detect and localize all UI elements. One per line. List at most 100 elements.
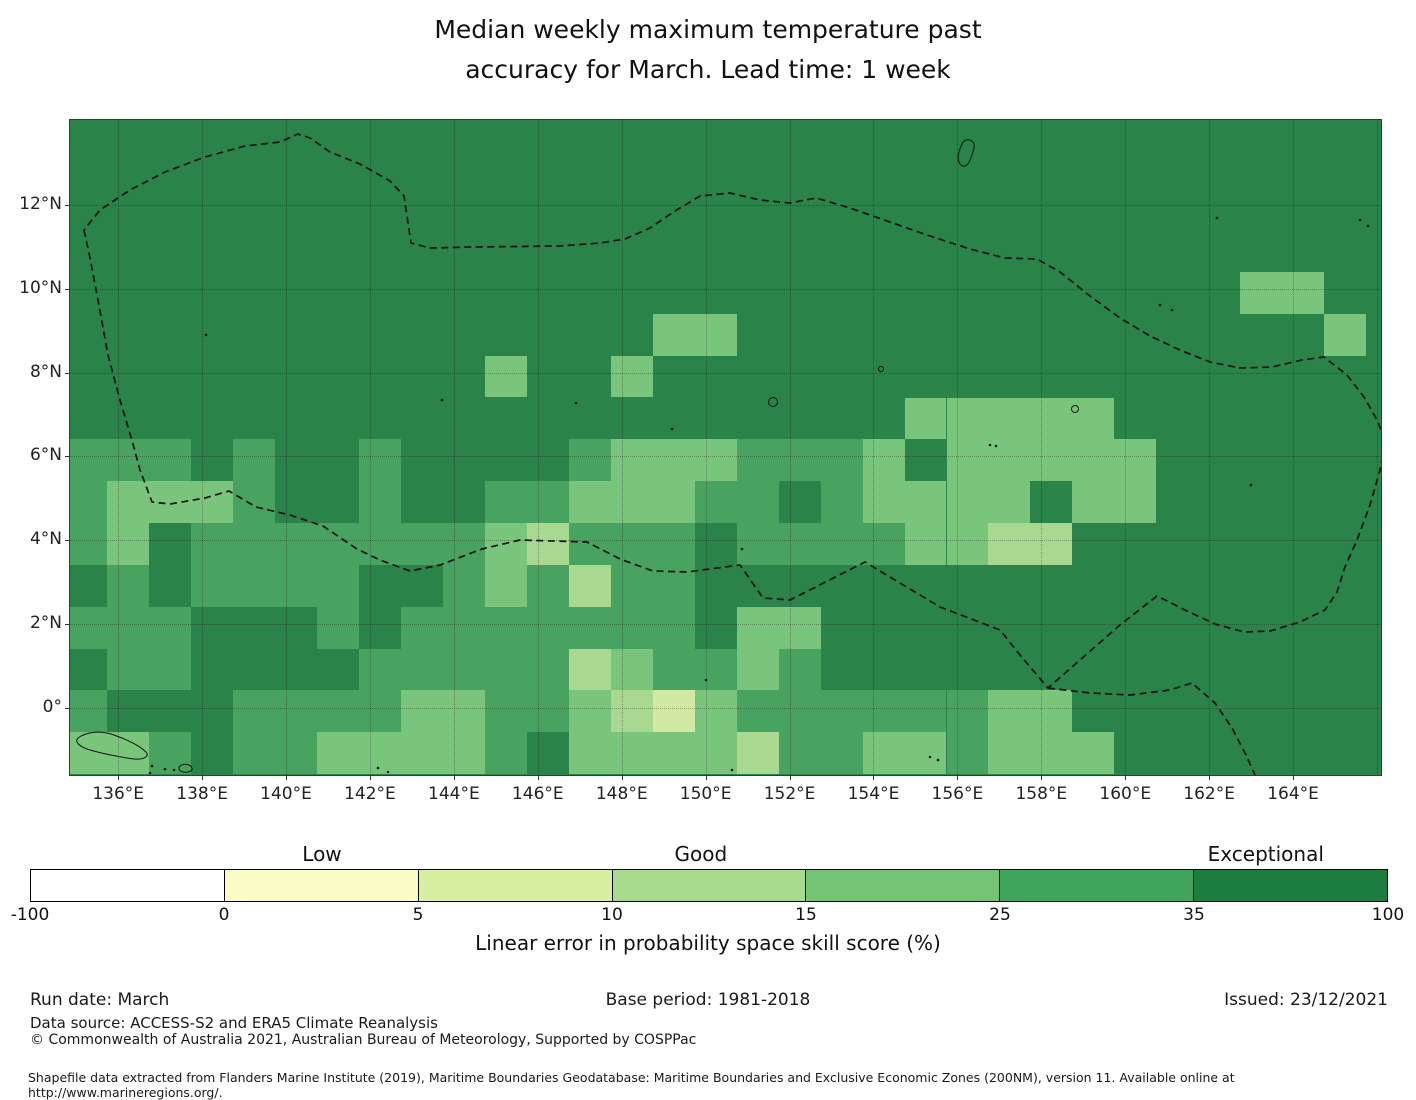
- island-dot: [1170, 308, 1174, 312]
- x-tick-mark: [1293, 775, 1295, 780]
- island-dot: [204, 333, 208, 337]
- gridline-meridian: [873, 120, 875, 775]
- grid-cell: [652, 313, 695, 356]
- colorbar-tick-label: 25: [989, 905, 1011, 925]
- y-tick-label: 10°N: [19, 278, 62, 298]
- grid-cell: [1030, 690, 1073, 733]
- grid-cell: [359, 732, 401, 775]
- y-tick-mark: [65, 540, 70, 542]
- grid-cell: [484, 648, 527, 691]
- colorbar-segment: [1000, 870, 1195, 901]
- grid-cell: [484, 355, 527, 398]
- eez-dashed-boundary-branch: [1047, 682, 1256, 775]
- colorbar-category-label: Good: [674, 842, 728, 866]
- grid-cell: [1072, 439, 1115, 482]
- colorbar-tick-label: 15: [795, 905, 817, 925]
- x-tick-mark: [1209, 775, 1211, 780]
- grid-cell: [107, 481, 150, 524]
- grid-cell: [317, 732, 360, 775]
- colorbar-segment: [418, 870, 613, 901]
- footer-copyright: © Commonwealth of Australia 2021, Austra…: [30, 1032, 697, 1048]
- grid-cell: [401, 732, 443, 775]
- grid-cell: [401, 523, 443, 565]
- grid-cell: [1030, 523, 1073, 565]
- gridline-meridian: [453, 120, 455, 775]
- chart-title-line1: Median weekly maximum temperature past: [434, 15, 982, 44]
- y-tick-label: 12°N: [19, 194, 62, 215]
- y-tick-mark: [65, 205, 70, 207]
- gridline-parallel: [70, 289, 1381, 290]
- grid-cell: [736, 648, 779, 691]
- grid-cell: [652, 606, 695, 649]
- grid-cell: [1072, 732, 1115, 775]
- grid-cell: [904, 397, 947, 440]
- gridline-meridian: [957, 120, 959, 775]
- chart-title: Median weekly maximum temperature past a…: [0, 10, 1416, 90]
- grid-cell: [988, 523, 1031, 565]
- y-tick-mark: [65, 289, 70, 290]
- grid-cell: [652, 523, 695, 565]
- grid-cell: [904, 523, 947, 565]
- grid-cell: [442, 606, 485, 649]
- x-tick-mark: [286, 775, 288, 780]
- x-tick-label: 152°E: [763, 784, 816, 804]
- grid-cell: [778, 523, 821, 565]
- gridline-meridian: [286, 120, 288, 775]
- grid-cell: [442, 732, 485, 775]
- colorbar-tick-label: 0: [218, 905, 230, 925]
- grid-cell: [568, 648, 611, 691]
- grid-cell: [233, 564, 276, 607]
- footer-shapefile-note: Shapefile data extracted from Flanders M…: [28, 1070, 1235, 1100]
- x-tick-label: 146°E: [511, 784, 564, 804]
- island-dot: [988, 443, 992, 447]
- grid-cell: [70, 523, 108, 565]
- grid-cell: [1030, 439, 1073, 482]
- grid-cell: [1282, 271, 1325, 314]
- island-atoll-outline: [878, 366, 884, 372]
- island-dot: [670, 427, 674, 431]
- grid-cell: [862, 481, 905, 524]
- grid-cell: [946, 690, 989, 733]
- grid-cell: [736, 439, 779, 482]
- grid-cell: [107, 732, 150, 775]
- grid-cell: [191, 523, 234, 565]
- grid-cell: [317, 690, 360, 733]
- grid-cell: [778, 439, 821, 482]
- x-tick-mark: [369, 775, 371, 780]
- gridline-meridian: [118, 120, 120, 775]
- grid-cell: [275, 523, 318, 565]
- grid-cell: [317, 564, 360, 607]
- x-tick-mark: [705, 775, 707, 780]
- grid-cell: [820, 439, 863, 482]
- grid-cell: [862, 439, 905, 482]
- grid-cell: [107, 523, 150, 565]
- grid-cell: [736, 690, 779, 733]
- island-dot: [574, 401, 578, 405]
- x-tick-label: 154°E: [847, 784, 900, 804]
- island-dot: [928, 755, 932, 759]
- grid-cell: [1030, 397, 1073, 440]
- island-dot: [148, 771, 152, 775]
- grid-cell: [946, 481, 989, 524]
- island-dot: [150, 764, 154, 768]
- colorbar-category-label: Low: [302, 842, 342, 866]
- grid-cell: [484, 606, 527, 649]
- grid-cell: [988, 690, 1031, 733]
- island-outline: [178, 763, 193, 773]
- grid-cell: [820, 732, 863, 775]
- y-tick-label: 6°N: [29, 445, 62, 466]
- grid-cell: [484, 690, 527, 733]
- grid-cell: [1240, 271, 1283, 314]
- island-outline: [76, 731, 148, 760]
- grid-cell: [233, 732, 276, 775]
- footer-data-source: Data source: ACCESS-S2 and ERA5 Climate …: [30, 1014, 438, 1032]
- island-dot: [740, 547, 744, 551]
- grid-cell: [946, 397, 989, 440]
- grid-cell: [862, 690, 905, 733]
- gridline-meridian: [1125, 120, 1127, 775]
- x-tick-mark: [789, 775, 791, 780]
- island-atoll-outline: [768, 397, 778, 407]
- grid-cell: [484, 481, 527, 524]
- island-dot: [440, 398, 444, 402]
- grid-cell: [988, 481, 1031, 524]
